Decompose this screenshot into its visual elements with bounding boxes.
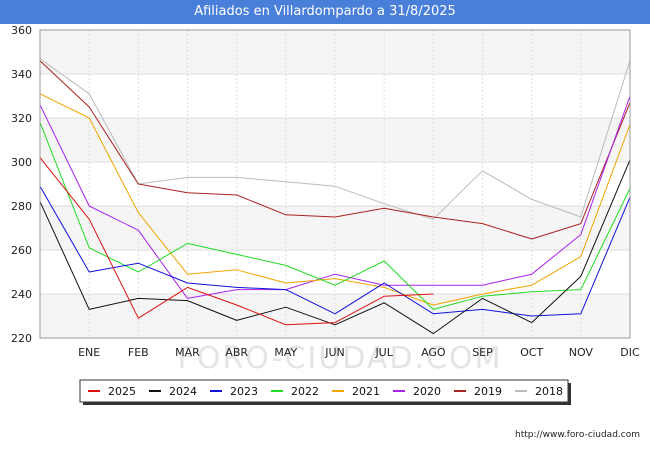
footer-url: http://www.foro-ciudad.com <box>515 430 640 440</box>
y-tick-labels: 220 240 260 280 300 320 340 360 <box>11 24 32 345</box>
series-line-2021 <box>39 93 631 306</box>
y-tick-label: 320 <box>11 112 32 125</box>
watermark: FORO-CIUDAD.COM <box>178 341 503 376</box>
legend-label-2019: 2019 <box>474 385 502 398</box>
x-tick-labels: ENE FEB MAR ABR MAY JUN JUL AGO SEP OCT NOV DIC <box>78 346 640 359</box>
legend-label-2023: 2023 <box>230 385 258 398</box>
legend-label-2024: 2024 <box>169 385 197 398</box>
y-tick-label: 300 <box>11 156 32 169</box>
x-tick-label: OCT <box>520 346 543 359</box>
x-tick-label: ABR <box>225 346 248 359</box>
x-tick-label: JUL <box>374 346 393 359</box>
legend-label-2018: 2018 <box>535 385 563 398</box>
legend-label-2025: 2025 <box>108 385 136 398</box>
x-tick-label: FEB <box>128 346 149 359</box>
y-tick-label: 260 <box>11 244 32 257</box>
legend-box <box>79 379 569 403</box>
legend-label-2020: 2020 <box>413 385 441 398</box>
x-tick-label: AGO <box>421 346 446 359</box>
x-tick-label: SEP <box>472 346 493 359</box>
y-tick-label: 340 <box>11 68 32 81</box>
legend-label-2021: 2021 <box>352 385 380 398</box>
axes <box>39 29 631 339</box>
chart-title: Afiliados en Villardompardo a 31/8/2025 <box>0 0 650 24</box>
x-tick-label: NOV <box>569 346 594 359</box>
series-line-2025 <box>39 157 434 326</box>
series-line-2020 <box>39 95 631 299</box>
y-tick-label: 220 <box>11 332 32 345</box>
legend: 2025 2024 2023 2022 2021 2020 2019 2018 <box>79 379 571 405</box>
series-line-2022 <box>39 122 631 310</box>
x-tick-label: JUN <box>324 346 345 359</box>
series-lines <box>39 58 631 335</box>
series-line-2019 <box>39 60 631 240</box>
x-tick-label: MAY <box>274 346 297 359</box>
legend-label-2022: 2022 <box>291 385 319 398</box>
x-tick-label: DIC <box>620 346 640 359</box>
series-line-2023 <box>39 185 631 317</box>
y-tick-label: 240 <box>11 288 32 301</box>
y-tick-label: 280 <box>11 200 32 213</box>
y-tick-label: 360 <box>11 24 32 37</box>
series-line-2024 <box>39 159 631 335</box>
x-tick-label: ENE <box>78 346 100 359</box>
plot-frame <box>39 29 631 339</box>
x-tick-label: MAR <box>175 346 200 359</box>
